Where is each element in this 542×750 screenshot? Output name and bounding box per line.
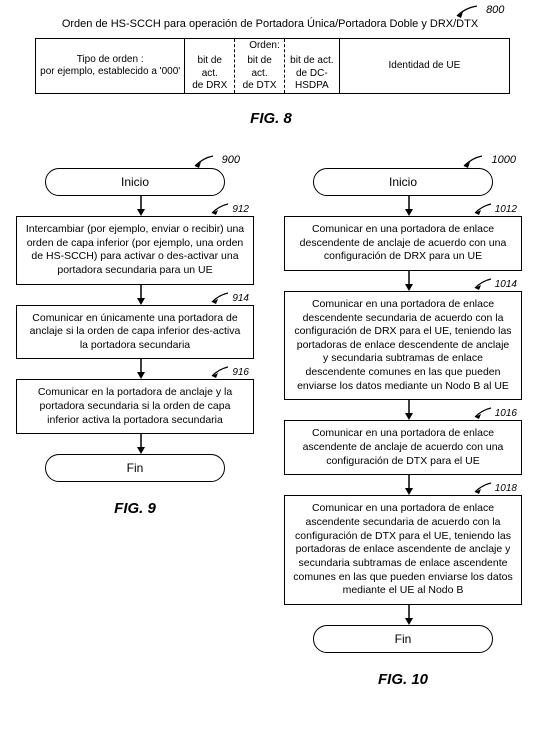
fig10-step-ref-1012: 1012 [473, 203, 517, 216]
fig10-step-ref-1016: 1016 [473, 407, 517, 420]
fig10-step-1018: 1018Comunicar en una portadora de enlace… [284, 495, 522, 604]
fig9-arrow [134, 434, 136, 454]
fig10-step-1012: 1012Comunicar en una portadora de enlace… [284, 216, 522, 271]
fig10-step-1016: 1016Comunicar en una portadora de enlace… [284, 420, 522, 475]
fig10-arrow [402, 196, 404, 216]
fig8-title: Orden de HS-SCCH para operación de Porta… [60, 18, 480, 30]
fig10-step-ref-1018: 1018 [473, 482, 517, 495]
fig10-ref-num: 1000 [492, 154, 516, 166]
fig10-step-1014: 1014Comunicar en una portadora de enlace… [284, 291, 522, 400]
fig10-arrow [402, 475, 404, 495]
fig10-start: Inicio [313, 168, 493, 196]
fig9-step-ref-914: 914 [210, 292, 249, 305]
fig9-step-916: 916Comunicar en la portadora de anclaje … [16, 379, 254, 434]
fig9-arrow [134, 285, 136, 305]
fig9-step-ref-916: 916 [210, 366, 249, 379]
fig8-caption: FIG. 8 [0, 110, 542, 127]
fig10-caption: FIG. 10 [278, 671, 528, 688]
fig9-step-ref-912: 912 [210, 203, 249, 216]
fig9-ref-num: 900 [222, 154, 240, 166]
fig9-ref: 900 [193, 154, 240, 168]
fig10-arrow [402, 271, 404, 291]
fig9-arrow [134, 196, 136, 216]
fig9-flow: 900 Inicio 912Intercambiar (por ejemplo,… [10, 168, 260, 517]
fig8-cell-4: Identidad de UE [340, 39, 509, 93]
fig9-end: Fin [45, 454, 225, 482]
fig9-step-914: 914Comunicar en únicamente una portadora… [16, 305, 254, 360]
fig9-start: Inicio [45, 168, 225, 196]
fig10-ref: 1000 [462, 154, 516, 168]
fig10-step-ref-1014: 1014 [473, 278, 517, 291]
fig9-caption: FIG. 9 [10, 500, 260, 517]
fig9-step-912: 912Intercambiar (por ejemplo, enviar o r… [16, 216, 254, 285]
fig8-ref: 800 [455, 4, 504, 18]
fig10-arrow [402, 605, 404, 625]
fig8-group-header: Orden: [187, 40, 342, 51]
fig8-cell-0: Tipo de orden :por ejemplo, establecido … [36, 39, 185, 93]
fig10-end: Fin [313, 625, 493, 653]
fig10-flow: 1000 Inicio 1012Comunicar en una portado… [278, 168, 528, 688]
fig8-ref-num: 800 [486, 4, 504, 16]
fig10-arrow [402, 400, 404, 420]
fig9-arrow [134, 359, 136, 379]
